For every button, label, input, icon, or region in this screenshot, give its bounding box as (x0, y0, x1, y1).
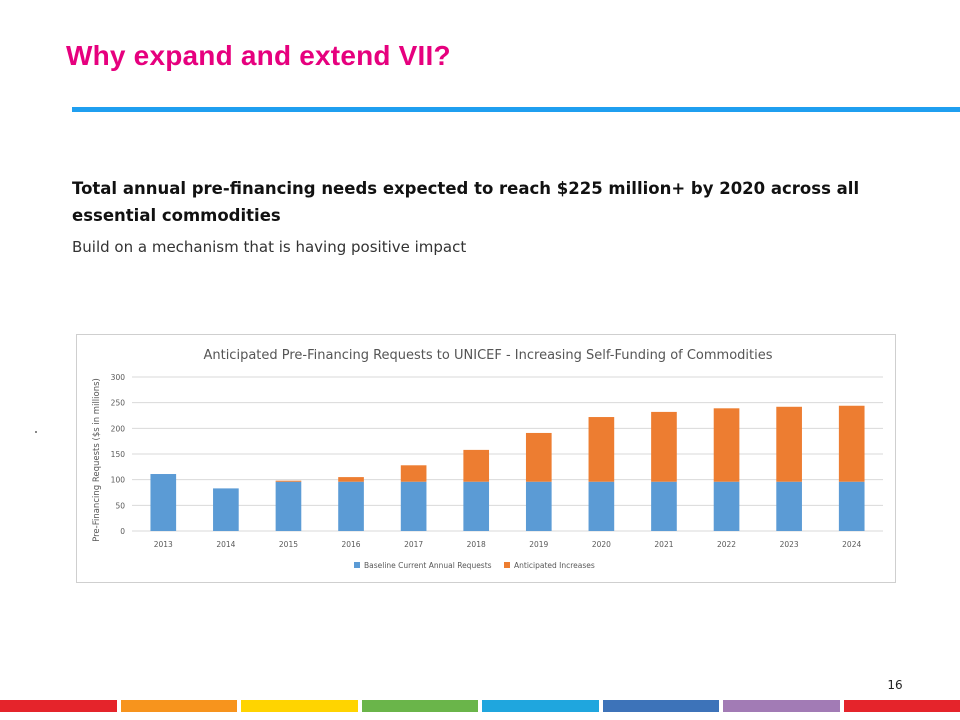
bars (150, 405, 865, 531)
bar-baseline (213, 488, 239, 531)
y-tick-label: 250 (111, 399, 126, 408)
footer-color-segment (120, 700, 237, 712)
x-tick-label: 2021 (654, 540, 673, 549)
y-tick-label: 150 (111, 450, 126, 459)
y-tick-label: 300 (111, 373, 126, 382)
bar-increase (525, 432, 552, 482)
legend: Baseline Current Annual Requests Anticipa… (354, 561, 595, 570)
footer-color-segment (843, 700, 960, 712)
bar-increase (463, 449, 490, 482)
subheadline-text: Build on a mechanism that is having posi… (72, 238, 467, 256)
x-tick-label: 2014 (216, 540, 235, 549)
stacked-bar-chart: Anticipated Pre-Financing Requests to UN… (92, 348, 883, 570)
x-tick-label: 2023 (780, 540, 799, 549)
bar-baseline (275, 481, 302, 531)
headline-text: Total annual pre-financing needs expecte… (72, 179, 860, 225)
legend-label: Baseline Current Annual Requests (364, 561, 492, 570)
y-tick-label: 0 (120, 527, 125, 536)
x-tick-label: 2017 (404, 540, 423, 549)
bar-baseline (400, 481, 427, 531)
x-tick-label: 2024 (842, 540, 861, 549)
legend-swatch (504, 562, 510, 568)
y-tick-label: 200 (111, 424, 126, 433)
y-tick-label: 100 (111, 476, 126, 485)
gridlines (132, 376, 883, 532)
bar-baseline (463, 481, 490, 531)
title-underline (72, 107, 960, 112)
bar-increase (838, 405, 865, 482)
x-tick-label: 2019 (529, 540, 548, 549)
bar-baseline (651, 481, 677, 531)
legend-label: Anticipated Increases (514, 561, 595, 570)
footer-color-segment (482, 700, 599, 712)
slide-title: Why expand and extend VII? (66, 40, 451, 71)
footer-color-stripe (0, 700, 960, 712)
x-tick-label: 2018 (467, 540, 486, 549)
bar-increase (651, 411, 677, 482)
footer-color-segment (602, 700, 719, 712)
bar-baseline (713, 481, 740, 531)
footer-color-segment (723, 700, 840, 712)
page-number: 16 (887, 678, 903, 692)
x-tick-label: 2016 (341, 540, 360, 549)
bar-increase (275, 480, 302, 482)
bar-baseline (150, 474, 177, 531)
y-axis-label: Pre-Financing Requests ($s in millions) (92, 378, 102, 542)
footer-color-segment (361, 700, 478, 712)
chart-container: Anticipated Pre-Financing Requests to UN… (76, 334, 896, 583)
stray-dot (35, 431, 37, 433)
legend-swatch (354, 562, 360, 568)
bar-increase (713, 408, 740, 482)
footer-color-segment (241, 700, 358, 712)
footer-color-segment (0, 700, 117, 712)
x-tick-label: 2013 (154, 540, 173, 549)
chart-title: Anticipated Pre-Financing Requests to UN… (203, 348, 772, 363)
bar-baseline (338, 481, 364, 531)
bar-baseline (525, 481, 552, 531)
bar-increase (400, 465, 427, 482)
x-tick-label: 2022 (717, 540, 736, 549)
bar-increase (776, 406, 802, 482)
x-tick-labels: 2013 2014 2015 2016 2017 2018 2019 2020 2021 2022… (154, 540, 862, 549)
y-tick-label: 50 (115, 501, 125, 510)
bar-baseline (776, 481, 802, 531)
x-tick-label: 2015 (279, 540, 298, 549)
bar-baseline (588, 481, 615, 531)
x-tick-label: 2020 (592, 540, 611, 549)
bar-increase (338, 477, 364, 482)
y-tick-labels: 0 50 100 150 200 250 300 (111, 373, 126, 536)
bar-increase (588, 417, 615, 482)
bar-baseline (838, 481, 865, 531)
